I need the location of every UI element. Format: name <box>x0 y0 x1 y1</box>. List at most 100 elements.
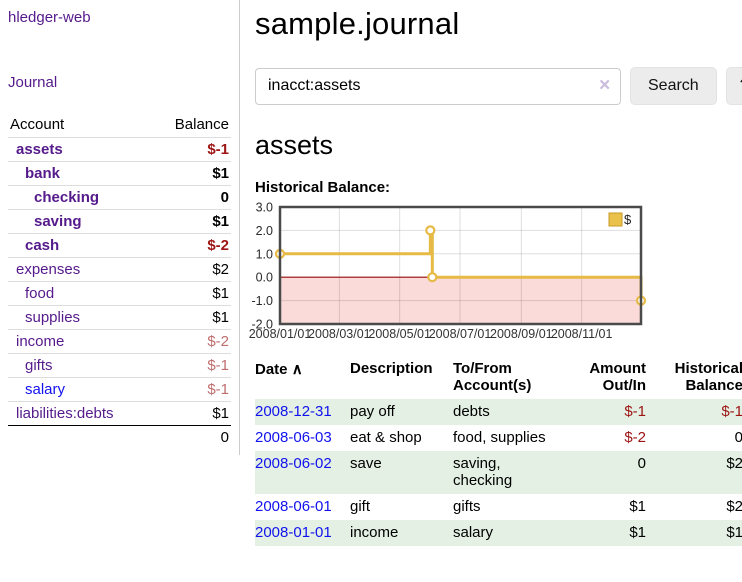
account-link-saving[interactable]: saving <box>34 213 82 230</box>
register-balance: $2 <box>726 498 742 515</box>
account-name: liabilities:debts <box>8 401 153 426</box>
y-tick-label: 1.0 <box>256 247 273 261</box>
x-tick-label: 2008/05/01 <box>368 327 431 341</box>
register-row: 2008-12-31 pay off debts $-1 $-1 <box>255 399 742 425</box>
account-balance: $1 <box>152 281 231 306</box>
register-date-link[interactable]: 2008-01-01 <box>255 524 332 541</box>
account-link-income[interactable]: income <box>16 333 65 350</box>
account-link-cash[interactable]: cash <box>25 237 60 254</box>
register-date-link[interactable]: 2008-06-02 <box>255 455 332 472</box>
account-balance: $-1 <box>152 137 231 162</box>
register-description: save <box>350 455 382 472</box>
register-row: 2008-06-01 gift gifts $1 $2 <box>255 494 742 520</box>
register-amount: $-1 <box>624 403 646 420</box>
sort-ascending-icon: ∧ <box>291 361 303 378</box>
register-row: 2008-06-02 save saving, checking 0 $2 <box>255 451 742 494</box>
register-header-date[interactable]: Date ∧ <box>255 358 350 399</box>
register-header-accounts: To/From Account(s) <box>453 360 532 394</box>
register-header-balance: Historical Balance <box>674 360 742 394</box>
search-form: ✕ Search ? <box>255 67 742 105</box>
register-header-amount: Amount Out/In <box>589 360 646 394</box>
y-tick-label: 3.0 <box>256 201 273 215</box>
chart-title: Historical Balance: <box>255 179 391 196</box>
account-link-food[interactable]: food <box>25 285 55 302</box>
account-row: saving $1 <box>8 209 231 234</box>
sidebar-nav: Journal <box>8 74 231 92</box>
account-link-checking[interactable]: checking <box>34 189 100 206</box>
brand: hledger-web <box>8 9 231 27</box>
legend-label: $ <box>624 212 632 227</box>
sidebar: hledger-web Journal Account Balance asse… <box>0 0 240 455</box>
accounts-total-value: 0 <box>152 425 231 449</box>
account-balance: 0 <box>152 185 231 210</box>
register-date-link[interactable]: 2008-06-01 <box>255 498 332 515</box>
search-button[interactable]: Search <box>630 67 717 105</box>
register-date: 2008-06-01 <box>255 494 350 520</box>
y-tick-label: -2.0 <box>251 318 273 332</box>
account-name: saving <box>8 209 153 234</box>
account-row: bank $1 <box>8 161 231 186</box>
main-content: sample.journal ✕ Search ? assets Histori… <box>240 0 742 546</box>
accounts-total-row: 0 <box>8 425 231 449</box>
chart-container: $3.0 2.0 1.0 0.0 -1.0 -2.0 2008/01/01 2008/03/0… <box>249 201 742 344</box>
page-title: sample.journal <box>255 6 460 41</box>
account-balance: $2 <box>152 257 231 282</box>
register-table: Date ∧ Description To/From Account(s) Am… <box>255 358 742 546</box>
brand-link[interactable]: hledger-web <box>8 9 91 26</box>
register-amount: $1 <box>629 498 646 515</box>
register-description: pay off <box>350 403 395 420</box>
account-name: supplies <box>8 305 153 330</box>
search-input[interactable] <box>255 67 621 105</box>
sidebar-item-journal[interactable]: Journal <box>8 74 58 91</box>
account-name: checking <box>8 185 153 210</box>
account-name: assets <box>8 137 153 162</box>
account-name: salary <box>8 377 153 402</box>
account-row: expenses $2 <box>8 257 231 282</box>
page: hledger-web Journal Account Balance asse… <box>0 0 742 546</box>
clear-search-icon[interactable]: ✕ <box>598 76 611 94</box>
account-row: supplies $1 <box>8 305 231 330</box>
accounts-header-row: Account Balance <box>8 113 231 138</box>
register-date-link[interactable]: 2008-06-03 <box>255 429 332 446</box>
accounts-total-spacer <box>8 425 153 449</box>
historical-balance-chart: $3.0 2.0 1.0 0.0 -1.0 -2.02008/01/012008/03/0… <box>249 201 647 341</box>
register-accounts: salary <box>453 524 494 541</box>
account-link-supplies[interactable]: supplies <box>25 309 81 326</box>
account-link-gifts[interactable]: gifts <box>25 357 53 374</box>
account-link-expenses[interactable]: expenses <box>16 261 81 278</box>
accounts-header-account: Account <box>10 116 65 133</box>
register-description: eat & shop <box>350 429 422 446</box>
account-name: expenses <box>8 257 153 282</box>
account-link-salary[interactable]: salary <box>25 381 66 398</box>
data-point <box>425 225 436 236</box>
help-button[interactable]: ? <box>725 67 742 105</box>
register-balance: $1 <box>726 524 742 541</box>
legend-swatch <box>608 212 623 227</box>
y-tick-label: -1.0 <box>251 294 273 308</box>
search-box: ✕ <box>255 67 621 105</box>
negative-region <box>280 277 641 324</box>
y-tick-label: 0.0 <box>256 271 273 285</box>
account-link-assets[interactable]: assets <box>16 141 63 158</box>
register-date-link[interactable]: 2008-12-31 <box>255 403 332 420</box>
register-description: income <box>350 524 399 541</box>
account-link-liabilities-debts[interactable]: liabilities:debts <box>16 405 114 422</box>
x-tick-label: 2008/09/01 <box>490 327 553 341</box>
account-row: salary $-1 <box>8 377 231 402</box>
account-name: income <box>8 329 153 354</box>
register-accounts: gifts <box>453 498 481 515</box>
account-name: gifts <box>8 353 153 378</box>
x-tick-label: 2008/01/01 <box>249 327 312 341</box>
register-balance: $-1 <box>721 403 742 420</box>
account-row: income $-2 <box>8 329 231 354</box>
register-date: 2008-06-02 <box>255 451 350 494</box>
account-link-bank[interactable]: bank <box>25 165 61 182</box>
accounts-header-balance: Balance <box>174 116 229 133</box>
y-tick-label: 2.0 <box>256 224 273 238</box>
register-row: 2008-06-03 eat & shop food, supplies $-2 0 <box>255 425 742 451</box>
account-row: gifts $-1 <box>8 353 231 378</box>
account-balance: $1 <box>152 209 231 234</box>
account-row: food $1 <box>8 281 231 306</box>
register-date: 2008-06-03 <box>255 425 350 451</box>
account-row: liabilities:debts $1 <box>8 401 231 426</box>
